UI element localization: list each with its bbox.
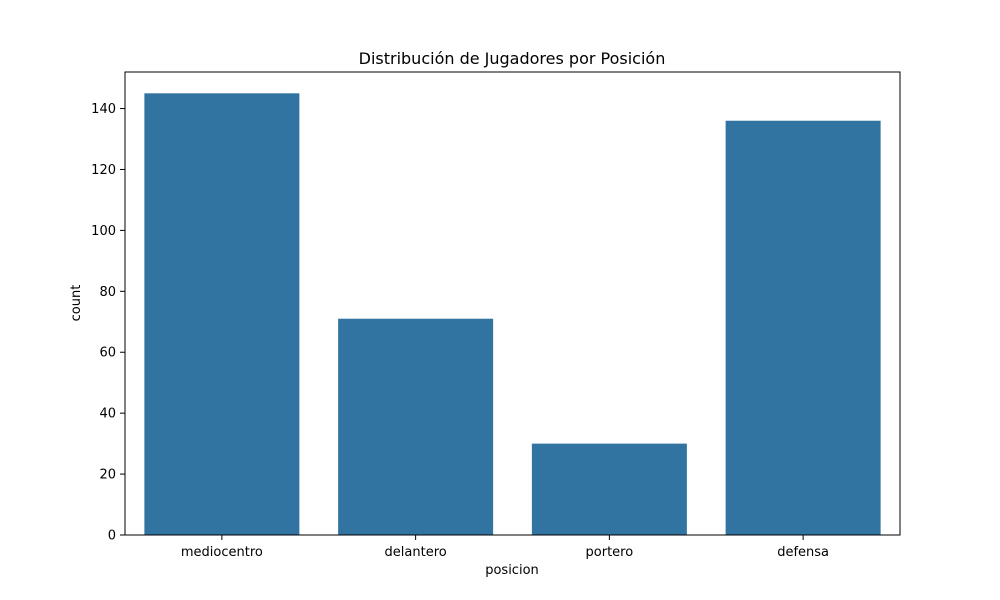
plot-frame — [124, 71, 901, 536]
x-axis-label: posicion — [485, 563, 539, 578]
x-tick-label: defensa — [777, 545, 829, 560]
y-tick-label: 60 — [99, 346, 116, 361]
bar-portero — [531, 443, 687, 535]
y-axis-label: count — [69, 285, 84, 322]
y-tick-label: 80 — [99, 285, 116, 300]
bars-layer — [144, 93, 881, 536]
y-tick-label: 140 — [91, 102, 116, 117]
x-tick-label: portero — [586, 545, 634, 560]
y-tick-label: 20 — [99, 468, 116, 483]
y-axis: 0 20 40 60 80 100 120 140 — [91, 102, 125, 544]
bar-delantero — [338, 318, 494, 535]
y-tick-label: 100 — [91, 224, 116, 239]
x-tick-label: delantero — [385, 545, 447, 560]
y-tick-label: 120 — [91, 163, 116, 178]
bar-defensa — [725, 120, 881, 535]
x-tick-label: mediocentro — [181, 545, 263, 560]
y-tick-label: 0 — [108, 529, 116, 544]
x-axis: mediocentro delantero portero defensa — [181, 535, 829, 560]
y-tick-label: 40 — [99, 407, 116, 422]
bar-mediocentro — [144, 93, 300, 536]
chart-title: Distribución de Jugadores por Posición — [359, 49, 666, 68]
